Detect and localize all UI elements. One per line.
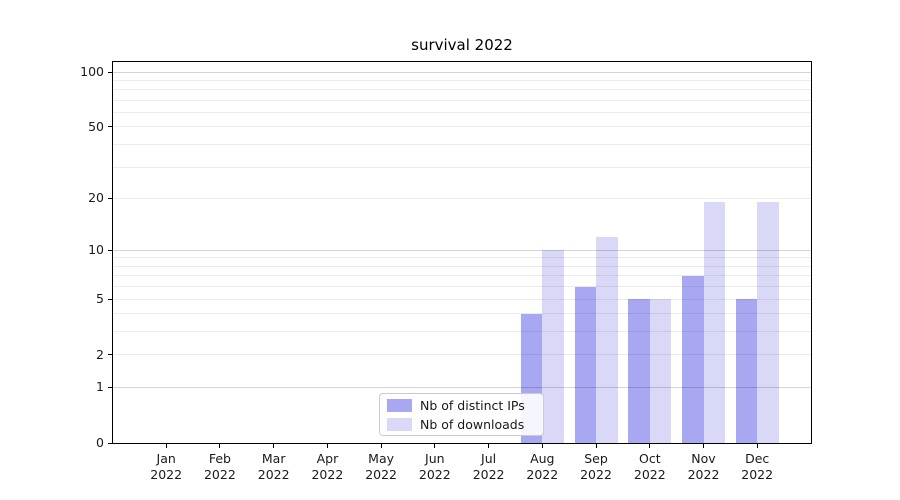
x-tick-mark-sep	[595, 444, 597, 448]
minor-gridline-20	[113, 197, 811, 199]
x-tick-label-jul: Jul 2022	[472, 451, 505, 482]
chart-title: survival 2022	[411, 36, 513, 54]
x-tick-label-aug: Aug 2022	[526, 451, 559, 482]
x-tick-label-sep: Sep 2022	[580, 451, 612, 482]
minor-gridline-40	[113, 144, 811, 145]
minor-gridline-80	[113, 89, 811, 91]
bar-downloads-oct	[649, 299, 672, 443]
y-tick-mark-100	[108, 71, 113, 73]
plot-area	[113, 62, 811, 443]
minor-gridline-7	[113, 275, 811, 277]
y-tick-mark-1	[108, 386, 113, 388]
minor-gridline-50	[113, 126, 811, 128]
x-tick-mark-jul	[488, 444, 490, 448]
x-tick-label-oct: Oct 2022	[633, 451, 666, 482]
minor-gridline-3	[113, 331, 811, 333]
y-tick-label-100: 100	[80, 64, 104, 79]
x-tick-mark-mar	[273, 444, 275, 448]
x-tick-mark-nov	[703, 444, 704, 448]
bar-distinct-ips-sep	[574, 286, 597, 443]
bar-distinct-ips-nov	[682, 275, 704, 443]
distinct-ips-label: Nb of distinct IPs	[420, 397, 525, 413]
major-gridline-100	[113, 71, 811, 73]
x-tick-mark-apr	[326, 444, 328, 448]
legend: Nb of distinct IPs Nb of downloads	[379, 393, 544, 436]
y-tick-label-2: 2	[96, 346, 104, 362]
x-tick-label-dec: Dec 2022	[741, 451, 774, 482]
legend-row-downloads: Nb of downloads	[387, 417, 536, 432]
x-tick-label-apr: Apr 2022	[311, 451, 344, 482]
bar-distinct-ips-dec	[735, 299, 758, 443]
y-tick-mark-10	[108, 249, 113, 251]
y-tick-label-10: 10	[88, 242, 104, 258]
minor-gridline-30	[113, 166, 811, 168]
x-tick-label-jan: Jan 2022	[150, 451, 183, 482]
y-tick-label-0: 0	[96, 435, 104, 450]
major-gridline-1	[113, 386, 811, 388]
x-tick-mark-may	[380, 444, 382, 448]
y-tick-label-5: 5	[96, 291, 104, 306]
x-tick-label-may: May 2022	[365, 451, 397, 482]
x-tick-label-nov: Nov 2022	[687, 451, 720, 482]
y-tick-mark-50	[108, 126, 113, 128]
downloads-swatch	[387, 417, 412, 431]
x-tick-label-feb: Feb 2022	[203, 451, 236, 482]
y-tick-mark-20	[108, 197, 113, 199]
minor-gridline-5	[113, 298, 811, 300]
x-tick-mark-oct	[649, 444, 651, 448]
distinct-ips-swatch	[387, 398, 412, 412]
minor-gridline-60	[113, 112, 811, 113]
x-tick-mark-feb	[219, 444, 221, 448]
bar-downloads-dec	[757, 202, 779, 443]
bar-downloads-sep	[596, 236, 618, 443]
downloads-label: Nb of downloads	[420, 416, 525, 432]
bar-downloads-nov	[703, 202, 725, 443]
legend-row-distinct-ips: Nb of distinct IPs	[387, 398, 536, 413]
bar-downloads-aug	[542, 250, 564, 443]
x-tick-mark-aug	[541, 444, 543, 448]
y-tick-label-50: 50	[88, 118, 104, 134]
y-tick-label-20: 20	[88, 190, 104, 206]
major-gridline-10	[113, 249, 811, 251]
minor-gridline-70	[113, 99, 811, 101]
x-tick-mark-jun	[434, 444, 436, 448]
minor-gridline-8	[113, 265, 811, 267]
y-tick-mark-5	[108, 298, 113, 300]
minor-gridline-4	[113, 313, 811, 315]
y-tick-mark-0	[108, 442, 113, 444]
minor-gridline-9	[113, 257, 811, 259]
x-tick-mark-jan	[165, 444, 167, 448]
minor-gridline-2	[113, 354, 811, 356]
y-tick-label-1: 1	[96, 379, 104, 395]
minor-gridline-6	[113, 286, 811, 288]
x-tick-mark-dec	[756, 444, 758, 448]
minor-gridline-90	[113, 79, 811, 81]
bar-distinct-ips-oct	[628, 299, 650, 443]
y-tick-mark-2	[108, 354, 113, 356]
x-tick-label-mar: Mar 2022	[257, 451, 290, 482]
x-tick-label-jun: Jun 2022	[418, 451, 451, 482]
